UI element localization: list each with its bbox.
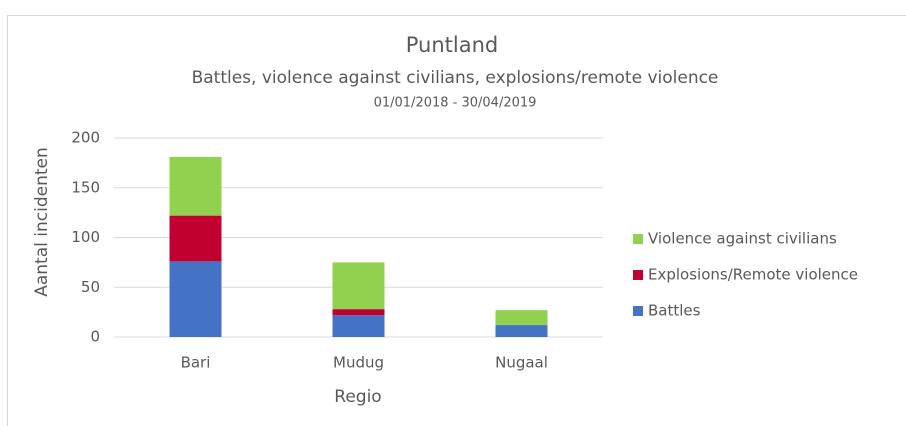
bar-segment (169, 156, 222, 216)
y-tick-label: 0 (90, 328, 100, 346)
bar-segment (495, 310, 548, 326)
bar-segment (332, 315, 385, 337)
x-tick-label: Bari (181, 354, 211, 372)
legend-swatch (633, 306, 643, 316)
x-tick-label: Mudug (333, 354, 384, 372)
bar-segment (495, 325, 548, 337)
y-tick-label: 150 (71, 178, 100, 196)
legend-swatch (633, 270, 643, 280)
y-tick-label: 200 (71, 129, 100, 147)
legend-swatch (633, 234, 643, 244)
y-tick-label: 100 (71, 228, 100, 246)
bar-segment (169, 261, 222, 337)
bar-segment (332, 309, 385, 316)
x-tick-label: Nugaal (495, 354, 548, 372)
legend-label: Battles (648, 302, 701, 320)
legend-label: Explosions/Remote violence (648, 266, 858, 284)
chart-title: Puntland (406, 33, 499, 57)
y-tick-label: 50 (81, 278, 100, 296)
x-axis-title: Regio (334, 387, 381, 407)
chart-subtitle: Battles, violence against civilians, exp… (192, 68, 719, 88)
y-axis-title: Aantal incidenten (32, 147, 52, 297)
legend-label: Violence against civilians (648, 230, 837, 248)
chart-frame (7, 15, 906, 426)
date-range: 01/01/2018 - 30/04/2019 (374, 96, 537, 111)
bar-segment (169, 215, 222, 262)
bar-segment (332, 262, 385, 310)
